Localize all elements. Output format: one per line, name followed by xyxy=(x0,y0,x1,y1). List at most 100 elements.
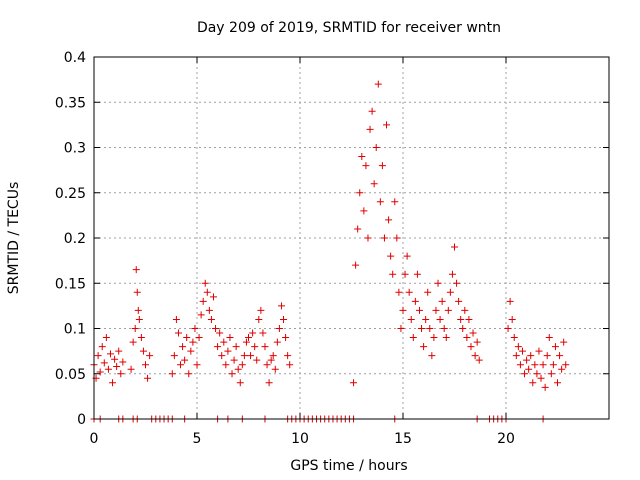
data-point xyxy=(189,338,197,346)
data-point xyxy=(271,365,279,373)
data-point xyxy=(212,325,220,332)
data-point xyxy=(465,315,473,323)
data-point xyxy=(448,270,456,278)
data-point xyxy=(263,361,271,369)
data-point xyxy=(547,370,555,378)
data-point xyxy=(100,359,108,367)
data-point xyxy=(286,361,294,369)
data-point xyxy=(539,361,547,369)
y-tick-label: 0.1 xyxy=(64,322,86,338)
data-point xyxy=(356,189,364,197)
data-point xyxy=(142,361,149,369)
data-point xyxy=(170,352,178,360)
data-point xyxy=(94,352,102,360)
data-point xyxy=(512,352,520,360)
data-point xyxy=(514,343,522,351)
data-point xyxy=(434,279,442,287)
data-point xyxy=(438,297,446,305)
data-point xyxy=(523,356,531,364)
data-point xyxy=(177,361,185,369)
data-point xyxy=(543,352,551,360)
data-point xyxy=(187,347,195,355)
data-point xyxy=(354,225,362,233)
data-point xyxy=(195,334,203,342)
data-point xyxy=(440,325,448,332)
data-point xyxy=(226,334,234,342)
y-tick-label: 0.4 xyxy=(64,50,86,66)
data-point xyxy=(218,352,226,360)
data-point xyxy=(228,370,236,378)
data-point xyxy=(430,334,438,342)
data-point xyxy=(242,338,250,346)
data-point xyxy=(193,361,201,369)
data-point xyxy=(222,361,230,369)
data-point xyxy=(284,352,292,360)
data-point xyxy=(551,343,559,351)
data-point xyxy=(459,325,467,332)
data-point xyxy=(463,334,471,342)
data-point xyxy=(444,306,452,314)
data-point xyxy=(197,311,205,319)
data-point xyxy=(461,306,469,314)
x-axis-label: GPS time / hours xyxy=(290,458,407,474)
data-point xyxy=(418,325,426,332)
data-point xyxy=(473,338,481,346)
y-tick-label: 0.05 xyxy=(55,367,86,383)
data-point xyxy=(395,288,403,296)
grid xyxy=(94,57,609,419)
data-point xyxy=(403,252,411,260)
data-point xyxy=(518,347,526,355)
data-point xyxy=(469,329,477,337)
data-point xyxy=(533,370,541,378)
data-point xyxy=(209,293,217,301)
data-point xyxy=(516,361,524,369)
data-point xyxy=(273,338,281,346)
data-point xyxy=(475,356,483,364)
data-point xyxy=(374,80,382,88)
data-point xyxy=(467,343,475,351)
data-point xyxy=(471,352,479,360)
data-point xyxy=(424,288,432,296)
data-point xyxy=(131,325,139,332)
data-point xyxy=(393,234,401,242)
data-point xyxy=(446,288,454,296)
data-point xyxy=(383,121,391,129)
y-axis-label: SRMTID / TECUs xyxy=(6,182,22,295)
data-point xyxy=(545,334,553,342)
data-point xyxy=(191,325,199,332)
data-point xyxy=(455,297,463,305)
data-point xyxy=(245,334,252,342)
data-point xyxy=(96,368,104,376)
data-point xyxy=(185,370,193,378)
data-point xyxy=(436,315,444,323)
x-tick-label: 0 xyxy=(90,431,99,447)
y-tick-label: 0.15 xyxy=(55,276,86,292)
data-point xyxy=(111,355,119,363)
data-point xyxy=(280,315,288,323)
data-point xyxy=(531,361,539,369)
data-point xyxy=(214,343,222,351)
data-point xyxy=(556,352,564,360)
data-point xyxy=(201,279,209,287)
data-point xyxy=(389,270,397,278)
data-point xyxy=(137,334,145,342)
data-point xyxy=(269,352,277,360)
data-point xyxy=(358,153,366,161)
data-point xyxy=(549,361,557,369)
data-point xyxy=(451,243,458,251)
data-point xyxy=(413,270,421,278)
data-point xyxy=(504,325,512,332)
data-point xyxy=(249,329,257,337)
data-point xyxy=(415,306,423,314)
data-point xyxy=(240,352,248,360)
data-point xyxy=(453,279,461,287)
data-point xyxy=(506,297,514,305)
data-point xyxy=(560,338,568,346)
data-point xyxy=(562,361,570,369)
data-point xyxy=(366,125,374,133)
data-point xyxy=(104,365,112,373)
data-point xyxy=(265,379,273,387)
data-point xyxy=(168,370,176,378)
data-point xyxy=(508,315,516,323)
axis-ticks: 0 0.05 0.1 0.15 0.2 0.25 0.3 0.35 0.4 0 5 10 15 20 xyxy=(55,50,609,447)
